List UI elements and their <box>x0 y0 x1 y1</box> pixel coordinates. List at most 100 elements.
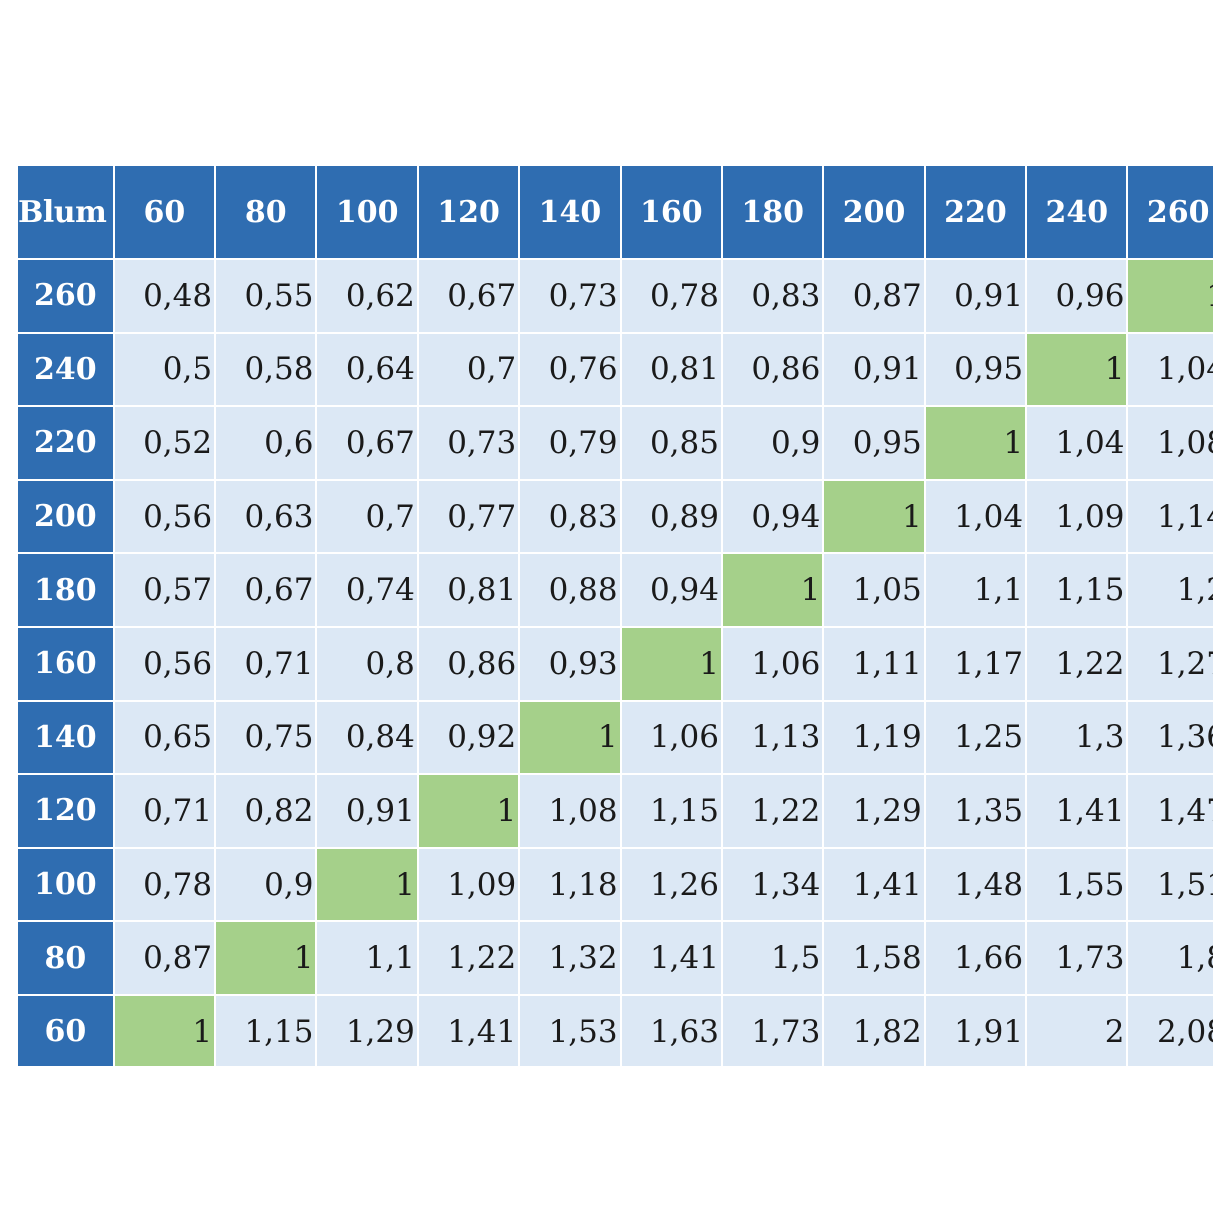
table-cell: 1,41 <box>823 847 926 923</box>
table-cell: 1,47 <box>1127 774 1213 849</box>
table-cell: 1,8 <box>1127 921 1213 996</box>
table-cell: 0,71 <box>215 626 318 702</box>
row-header: 100 <box>18 847 115 923</box>
table-cell: 0,83 <box>519 479 622 555</box>
table-cell: 1,09 <box>1026 479 1129 555</box>
table-cell: 0,76 <box>519 332 622 408</box>
table-cell: 1,18 <box>519 847 622 923</box>
table-cell: 0,89 <box>620 479 723 555</box>
table-cell: 1,3 <box>1026 700 1129 776</box>
table-cell: 0,9 <box>721 406 825 481</box>
table-cell: 0,95 <box>823 406 926 481</box>
column-header: 140 <box>519 166 622 260</box>
table-cell: 0,62 <box>316 259 419 334</box>
column-header: 240 <box>1026 166 1129 260</box>
table-cell: 1,14 <box>1127 479 1213 555</box>
table-cell: 0,87 <box>113 921 217 996</box>
table-cell: 0,77 <box>417 479 521 555</box>
table-cell: 0,67 <box>215 553 318 628</box>
table-cell: 1,17 <box>924 626 1028 702</box>
table-cell: 1,73 <box>1026 921 1129 996</box>
diagonal-cell: 1 <box>417 774 521 849</box>
table-cell: 1,22 <box>417 921 521 996</box>
table-cell: 1,06 <box>721 626 825 702</box>
table-row: 260 0,48 0,55 0,62 0,67 0,73 0,78 0,83 0,87 0,91 0… <box>18 259 1213 334</box>
diagonal-cell: 1 <box>721 553 825 628</box>
diagonal-cell: 1 <box>113 994 217 1066</box>
table-cell: 0,95 <box>924 332 1028 408</box>
table-cell: 0,67 <box>417 259 521 334</box>
table-body: 260 0,48 0,55 0,62 0,67 0,73 0,78 0,83 0,87 0,91 0… <box>18 259 1213 1066</box>
table-row: 160 0,56 0,71 0,8 0,86 0,93 1 1,06 1,11 1,17 1,22 1… <box>18 626 1213 702</box>
table-cell: 1,63 <box>620 994 723 1066</box>
table-cell: 1,73 <box>721 994 825 1066</box>
column-header: 80 <box>215 166 318 260</box>
table-cell: 0,79 <box>519 406 622 481</box>
table-row: 180 0,57 0,67 0,74 0,81 0,88 0,94 1 1,05 1,1 1,15 1… <box>18 553 1213 628</box>
table-cell: 0,57 <box>113 553 217 628</box>
table-cell: 0,73 <box>417 406 521 481</box>
table-cell: 1,05 <box>823 553 926 628</box>
table-cell: 1,08 <box>519 774 622 849</box>
table-cell: 1,91 <box>924 994 1028 1066</box>
row-header: 80 <box>18 921 115 996</box>
table-cell: 0,91 <box>823 332 926 408</box>
table-cell: 0,87 <box>823 259 926 334</box>
table-cell: 1,04 <box>1127 332 1213 408</box>
table-cell: 1,55 <box>1026 847 1129 923</box>
table-cell: 1,48 <box>924 847 1028 923</box>
table-cell: 1,27 <box>1127 626 1213 702</box>
table-cell: 1,04 <box>1026 406 1129 481</box>
table-row: 120 0,71 0,82 0,91 1 1,08 1,15 1,22 1,29 1,35 1,41… <box>18 774 1213 849</box>
table-cell: 1,41 <box>620 921 723 996</box>
column-header: 60 <box>113 166 217 260</box>
table-cell: 1,41 <box>417 994 521 1066</box>
table-cell: 1,19 <box>823 700 926 776</box>
row-header: 220 <box>18 406 115 481</box>
table-cell: 0,78 <box>113 847 217 923</box>
table-cell: 0,55 <box>215 259 318 334</box>
table-cell: 1,82 <box>823 994 926 1066</box>
row-header: 60 <box>18 994 115 1066</box>
table-cell: 1,41 <box>1026 774 1129 849</box>
table-row: 100 0,78 0,9 1 1,09 1,18 1,26 1,34 1,41 1,48 1,55 1… <box>18 847 1213 923</box>
table-cell: 0,9 <box>215 847 318 923</box>
table-cell: 1,22 <box>1026 626 1129 702</box>
table-cell: 0,48 <box>113 259 217 334</box>
table-cell: 0,93 <box>519 626 622 702</box>
table-cell: 0,74 <box>316 553 419 628</box>
table-cell: 1,06 <box>620 700 723 776</box>
table-cell: 1,09 <box>417 847 521 923</box>
table-row: 220 0,52 0,6 0,67 0,73 0,79 0,85 0,9 0,95 1 1,04 1,… <box>18 406 1213 481</box>
diagonal-cell: 1 <box>215 921 318 996</box>
table-cell: 2,08 <box>1127 994 1213 1066</box>
table-cell: 0,52 <box>113 406 217 481</box>
table-row: 200 0,56 0,63 0,7 0,77 0,83 0,89 0,94 1 1,04 1,09 1… <box>18 479 1213 555</box>
table-cell: 1,53 <box>519 994 622 1066</box>
table-cell: 0,86 <box>721 332 825 408</box>
table-cell: 0,85 <box>620 406 723 481</box>
table-cell: 0,88 <box>519 553 622 628</box>
diagonal-cell: 1 <box>1026 332 1129 408</box>
diagonal-cell: 1 <box>519 700 622 776</box>
table-cell: 0,81 <box>620 332 723 408</box>
table-cell: 1,1 <box>924 553 1028 628</box>
table-cell: 1,13 <box>721 700 825 776</box>
table-cell: 0,71 <box>113 774 217 849</box>
diagonal-cell: 1 <box>924 406 1028 481</box>
table-cell: 1,35 <box>924 774 1028 849</box>
row-header: 200 <box>18 479 115 555</box>
table-cell: 1,08 <box>1127 406 1213 481</box>
table-cell: 0,73 <box>519 259 622 334</box>
table-cell: 1,5 <box>721 921 825 996</box>
table-cell: 1,15 <box>215 994 318 1066</box>
column-header: 220 <box>924 166 1028 260</box>
table-cell: 1,2 <box>1127 553 1213 628</box>
table-cell: 2 <box>1026 994 1129 1066</box>
table-cell: 0,86 <box>417 626 521 702</box>
table-cell: 0,84 <box>316 700 419 776</box>
row-header: 180 <box>18 553 115 628</box>
table-cell: 0,6 <box>215 406 318 481</box>
table-cell: 1,51 <box>1127 847 1213 923</box>
